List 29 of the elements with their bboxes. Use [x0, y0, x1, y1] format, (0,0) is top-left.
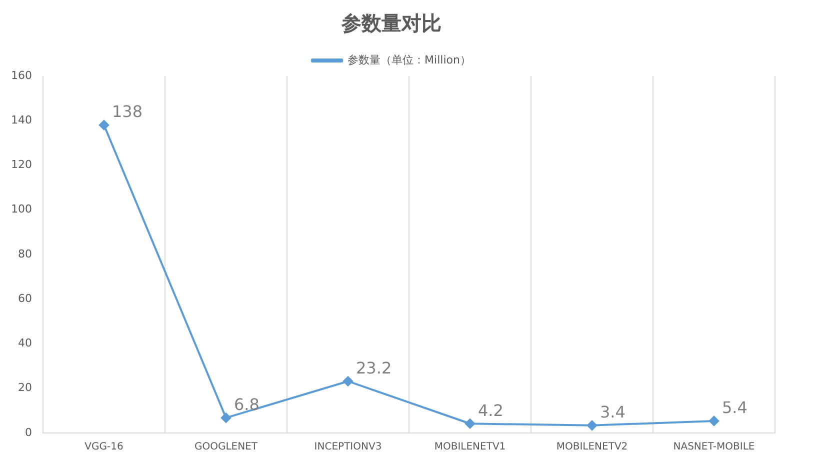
x-tick-label: MOBILENETV1	[434, 442, 506, 453]
point	[220, 412, 231, 423]
point	[587, 420, 597, 430]
point	[98, 120, 109, 130]
y-tick-label: 140	[10, 113, 32, 126]
point	[343, 376, 353, 386]
chart-title: 参数量对比	[340, 11, 442, 36]
y-tick-label: 160	[10, 68, 32, 82]
x-tick-label: NASNET-MOBILE	[673, 442, 755, 453]
data-label: 6.8	[234, 394, 260, 414]
x-tick-label: GOOGLENET	[194, 442, 258, 453]
point	[465, 418, 475, 429]
data-label: 5.4	[722, 398, 748, 418]
y-tick-label: 40	[18, 336, 32, 350]
y-tick-label: 80	[18, 247, 32, 260]
x-tick-label: INCEPTIONV3	[314, 442, 382, 453]
data-label: 138	[112, 102, 143, 122]
y-tick-label: 120	[10, 158, 32, 172]
point	[709, 416, 719, 426]
x-tick-label: VGG-16	[84, 442, 124, 453]
y-tick-label: 0	[24, 426, 32, 439]
data-label: 23.2	[356, 358, 392, 378]
y-tick-label: 100	[10, 202, 32, 216]
data-label: 3.4	[600, 402, 626, 422]
y-tick-label: 20	[18, 381, 32, 394]
y-tick-label: 60	[18, 292, 32, 305]
data-label: 4.2	[478, 400, 504, 420]
legend-label: 参数量（单位：Million）	[348, 53, 471, 66]
x-tick-label: MOBILENETV2	[556, 442, 628, 453]
